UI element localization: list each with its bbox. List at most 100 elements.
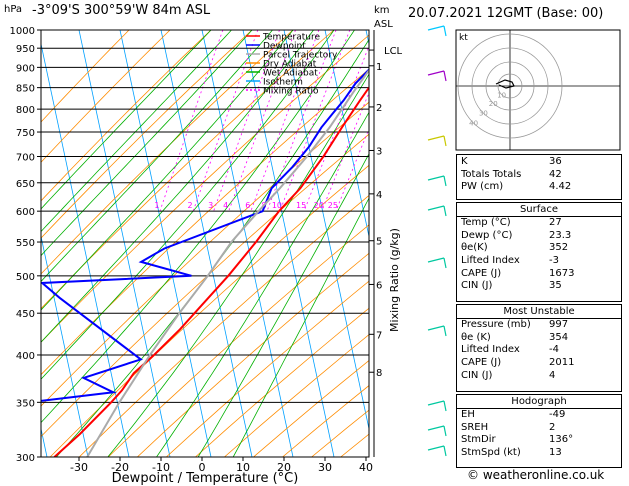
index-label: K <box>461 156 468 167</box>
x-axis-label: Dewpoint / Temperature (°C) <box>112 471 299 486</box>
pressure-tick-label: 1000 <box>10 26 35 37</box>
hodograph-kt-label: kt <box>459 33 468 43</box>
most-unstable-label: Lifted Index <box>461 344 520 356</box>
wind-barb <box>443 205 447 217</box>
mixing-ratio-line <box>213 30 280 212</box>
most-unstable-row: θe (K) 354 <box>457 332 621 345</box>
wet-adiabat-line <box>41 30 294 311</box>
legend-entry: Parcel Trajectory <box>263 51 338 61</box>
most-unstable-value: 2011 <box>549 357 575 369</box>
legend-entry: Isotherm <box>263 78 303 88</box>
wind-barb <box>443 70 447 82</box>
hpa-unit-label: hPa <box>4 4 23 15</box>
km-tick-label: 1 <box>376 62 382 73</box>
isotherm-line <box>41 42 130 457</box>
mixing-ratio-label: 25 <box>328 201 338 210</box>
dry-adiabat-line <box>107 224 369 457</box>
wind-barb <box>443 25 447 37</box>
surface-label: Dewp (°C) <box>461 229 513 241</box>
dry-adiabat-line <box>41 30 171 163</box>
dry-adiabat-line <box>41 30 130 123</box>
surface-row: Lifted Index -3 <box>457 255 621 268</box>
hodograph-stat-value: 2 <box>549 421 556 433</box>
most-unstable-panel: Most Unstable Pressure (mb) 997 θe (K) 354 L… <box>456 304 622 392</box>
km-tick-label: 5 <box>376 237 382 248</box>
wind-barb <box>443 400 447 412</box>
wind-barb <box>427 205 445 211</box>
parcel-trajectory-profile <box>86 68 369 457</box>
isotherm-line <box>201 30 294 457</box>
mixing-ratio-label: 4 <box>223 201 228 210</box>
legend-entry: Mixing Ratio <box>263 87 319 97</box>
surface-label: Temp (°C) <box>461 217 511 228</box>
dewpoint-profile <box>41 54 369 402</box>
pressure-tick-label: 700 <box>16 152 35 163</box>
wind-barb <box>427 25 445 31</box>
surface-label: θe(K) <box>461 242 488 254</box>
wind-barb <box>443 175 447 187</box>
most-unstable-value: 4 <box>549 369 556 381</box>
pressure-tick-label: 850 <box>16 84 35 95</box>
surface-value: 23.3 <box>549 229 572 241</box>
temp-tick-label: 40 <box>359 461 373 474</box>
hodograph-stat-value: -49 <box>549 409 566 420</box>
legend-entry: Temperature <box>262 33 320 43</box>
mixing-ratio-axis-label: Mixing Ratio (g/kg) <box>388 228 401 332</box>
mixing-ratio-label: 20 <box>314 201 324 210</box>
temperature-profile <box>53 85 369 457</box>
dry-adiabat-line <box>166 280 369 457</box>
km-tick-label: 8 <box>376 368 382 379</box>
mixing-ratio-line <box>335 127 369 212</box>
pressure-tick-label: 400 <box>16 351 35 362</box>
mixing-ratio-line <box>228 30 296 212</box>
hodograph-stat-label: StmDir <box>461 434 496 446</box>
km-tick-label: 6 <box>376 280 382 291</box>
pressure-tick-label: 600 <box>16 207 35 218</box>
hodograph-ring <box>485 61 535 111</box>
pressure-tick-label: 550 <box>16 238 35 249</box>
km-tick-label: 2 <box>376 103 382 114</box>
pressure-tick-label: 350 <box>16 398 35 409</box>
mixing-ratio-label: 6 <box>245 201 250 210</box>
temp-tick-label: -10 <box>152 461 170 474</box>
km-unit-label: km ASL <box>374 4 393 32</box>
lcl-label: LCL <box>384 46 403 57</box>
surface-row: CIN (J) 35 <box>457 280 621 293</box>
dry-adiabat-line <box>41 34 369 343</box>
hodograph-trace <box>495 79 515 89</box>
wind-barb <box>443 325 447 337</box>
most-unstable-row: Lifted Index -4 <box>457 344 621 357</box>
hodograph-stat-label: SREH <box>461 421 489 433</box>
surface-panel: Surface Temp (°C) 27 Dewp (°C) 23.3 θe(K) 352… <box>456 202 622 302</box>
isotherm-line <box>119 30 212 457</box>
index-value: 42 <box>549 168 562 180</box>
hodograph-stat-row: EH -49 <box>457 409 621 422</box>
surface-label: CAPE (J) <box>461 267 502 279</box>
pressure-tick-label: 500 <box>16 272 35 283</box>
km-tick-label: 7 <box>376 330 382 341</box>
hodograph-ring <box>471 47 549 125</box>
hodograph-stats-panel: Hodograph EH -49 SREH 2 StmDir 136° StmSpd (kt… <box>456 394 622 468</box>
footer-copyright: © weatheronline.co.uk <box>467 468 605 482</box>
wind-barb <box>443 425 447 437</box>
wind-barb <box>427 135 445 141</box>
pressure-tick-label: 300 <box>16 453 35 464</box>
most-unstable-title: Most Unstable <box>503 306 575 317</box>
hodograph-stat-value: 136° <box>549 434 574 446</box>
asl-label: ASL <box>374 19 393 30</box>
index-label: PW (cm) <box>461 181 504 193</box>
mixing-ratio-line <box>266 30 337 212</box>
wind-barb <box>427 70 445 76</box>
index-row: PW (cm) 4.42 <box>457 181 621 194</box>
location-header: -3°09'S 300°59'W 84m ASL <box>32 3 211 18</box>
hodograph-frame <box>455 29 621 151</box>
surface-value: 27 <box>549 217 562 228</box>
temp-tick-label: -30 <box>70 461 88 474</box>
wind-barb <box>427 257 445 263</box>
hodograph-stat-value: 13 <box>549 447 562 459</box>
hodograph-ring-label: 30 <box>479 110 488 118</box>
mixing-ratio-label: 1 <box>154 201 159 210</box>
surface-value: -3 <box>549 255 559 267</box>
wind-barb <box>427 445 445 451</box>
